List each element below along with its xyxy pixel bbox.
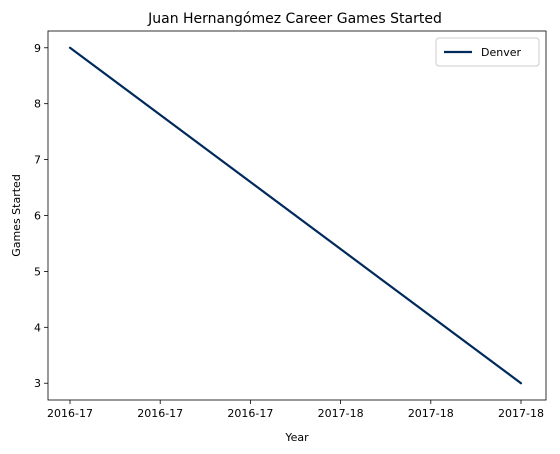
y-tick-label: 3 (34, 377, 41, 390)
x-tick-label: 2016-17 (47, 407, 93, 420)
y-tick-label: 7 (34, 154, 41, 167)
x-tick-label: 2016-17 (227, 407, 273, 420)
chart-title: Juan Hernangómez Career Games Started (147, 11, 442, 27)
y-tick-label: 8 (34, 98, 41, 111)
legend: Denver (435, 37, 540, 67)
y-axis-label: Games Started (10, 174, 23, 257)
legend-label-denver: Denver (481, 46, 521, 59)
y-tick-label: 9 (34, 42, 41, 55)
series-line-denver (68, 46, 523, 385)
x-tick-label: 2017-18 (318, 407, 364, 420)
y-axis: 3 4 5 6 7 8 9 (34, 42, 48, 390)
x-tick-label: 2017-18 (408, 407, 454, 420)
y-tick-label: 4 (34, 321, 41, 334)
y-tick-label: 6 (34, 210, 41, 223)
series-group (68, 46, 523, 385)
x-tick-label: 2016-17 (137, 407, 183, 420)
y-tick-label: 5 (34, 265, 41, 278)
x-axis-label: Year (284, 431, 309, 444)
x-axis: 2016-17 2016-17 2016-17 2017-18 2017-18 2017-… (47, 400, 544, 420)
legend-box (435, 37, 540, 67)
x-tick-label: 2017-18 (498, 407, 544, 420)
